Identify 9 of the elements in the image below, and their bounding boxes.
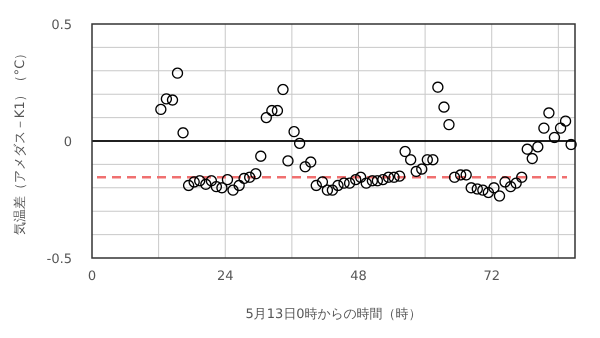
y-axis-title: 気温差（アメダス－K1）（°C） <box>13 46 28 236</box>
x-tick-label: 48 <box>350 269 367 284</box>
x-tick-label: 0 <box>88 269 96 284</box>
y-tick-label: 0.5 <box>51 18 72 33</box>
x-tick-label: 24 <box>216 269 234 284</box>
x-tick-label: 72 <box>483 269 500 284</box>
y-tick-label: -0.5 <box>46 252 72 267</box>
x-axis-title: 5月13日0時からの時間（時） <box>245 307 422 322</box>
y-tick-label: 0 <box>64 135 72 150</box>
